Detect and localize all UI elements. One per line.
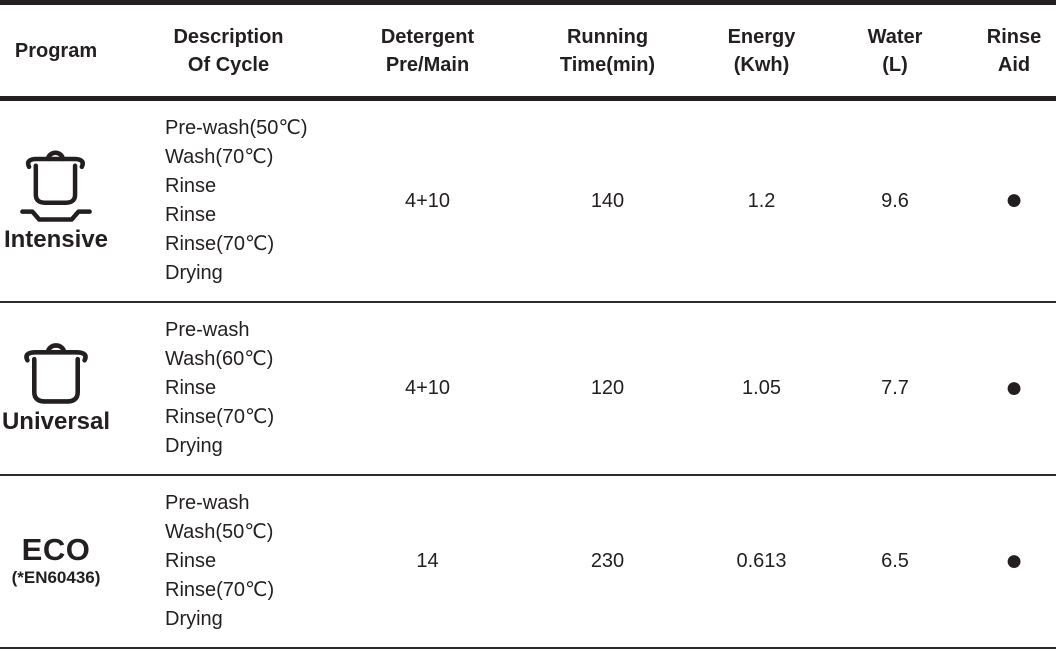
detergent-value: 4+10 — [404, 377, 451, 399]
running-time-value: 140 — [590, 189, 625, 212]
rinse-aid-dot: ● — [1004, 370, 1024, 404]
cycle-step: Rinse(70℃) — [165, 579, 275, 601]
rinse-aid-dot: ● — [1004, 543, 1024, 577]
cycle-step: Pre-wash — [165, 492, 250, 514]
header-line: Detergent — [380, 25, 475, 48]
program-cell: Universal — [0, 342, 112, 435]
program-standard-note: (*EN60436) — [11, 568, 101, 587]
energy-value: 1.2 — [747, 189, 776, 212]
header-line: Of Cycle — [187, 53, 270, 76]
rinse-aid-cell: ● — [972, 543, 1056, 577]
header-line: Energy — [727, 25, 796, 48]
detergent-value: 14 — [416, 550, 439, 572]
running-time-value: 230 — [590, 550, 625, 572]
cycle-step: Rinse — [165, 204, 217, 226]
header-line: (L) — [882, 53, 908, 76]
header-line: Water — [867, 25, 923, 48]
header-line: Description — [173, 25, 284, 48]
cycle-step: Wash(60℃) — [165, 348, 274, 370]
column-header-description: Description Of Cycle — [112, 23, 345, 79]
cycle-step: Rinse — [165, 377, 217, 399]
description-cell: Pre-wash Wash(50℃) Rinse Rinse(70℃) Dryi… — [112, 489, 345, 634]
cycle-step: Drying — [165, 435, 223, 457]
column-header-rinse-aid: Rinse Aid — [972, 23, 1056, 79]
column-header-water: Water (L) — [818, 23, 972, 79]
program-name: Intensive — [3, 225, 109, 253]
cycle-step: Rinse(70℃) — [165, 406, 275, 428]
table-row-universal: Universal Pre-wash Wash(60℃) Rinse Rinse… — [0, 303, 1056, 476]
table-row-eco: ECO (*EN60436) Pre-wash Wash(50℃) Rinse … — [0, 476, 1056, 649]
rinse-aid-cell: ● — [972, 183, 1056, 216]
cycle-step: Pre-wash — [165, 319, 250, 341]
column-header-detergent: Detergent Pre/Main — [345, 23, 510, 79]
description-cell: Pre-wash(50℃) Wash(70℃) Rinse Rinse Rins… — [112, 114, 345, 288]
table-row-intensive: Intensive Pre-wash(50℃) Wash(70℃) Rinse … — [0, 101, 1056, 303]
column-header-program: Program — [0, 37, 112, 65]
cycle-step: Drying — [165, 608, 223, 630]
rinse-aid-cell: ● — [972, 370, 1056, 404]
header-line: Program — [14, 39, 98, 62]
program-cell: ECO (*EN60436) — [0, 532, 112, 588]
cycle-step: Rinse — [165, 550, 217, 572]
pot-icon — [19, 342, 93, 406]
cycle-step: Rinse(70℃) — [165, 233, 275, 255]
cycle-step: Rinse — [165, 175, 217, 197]
water-value: 9.6 — [881, 189, 909, 212]
table-header-row: Program Description Of Cycle Detergent P… — [0, 5, 1056, 101]
pot-on-plate-icon — [17, 150, 95, 224]
header-line: Rinse — [986, 25, 1042, 48]
cycle-step: Wash(70℃) — [165, 146, 274, 168]
column-header-running-time: Running Time(min) — [510, 23, 705, 79]
column-header-energy: Energy (Kwh) — [705, 23, 818, 79]
cycle-step: Wash(50℃) — [165, 521, 274, 543]
cycle-step: Drying — [165, 262, 223, 284]
header-line: Pre/Main — [385, 53, 470, 76]
energy-value: 1.05 — [742, 377, 781, 399]
description-cell: Pre-wash Wash(60℃) Rinse Rinse(70℃) Dryi… — [112, 316, 345, 461]
energy-value: 0.613 — [736, 550, 787, 572]
program-name: ECO — [21, 532, 91, 567]
program-cell: Intensive — [0, 150, 112, 253]
cycle-step: Pre-wash(50℃) — [165, 117, 308, 139]
header-line: Aid — [997, 53, 1031, 76]
header-line: Running — [566, 25, 649, 48]
header-line: Time(min) — [559, 53, 656, 76]
rinse-aid-dot: ● — [1004, 183, 1024, 216]
water-value: 6.5 — [881, 550, 909, 572]
header-line: (Kwh) — [733, 53, 790, 76]
program-name: Universal — [1, 408, 111, 435]
running-time-value: 120 — [590, 377, 625, 399]
water-value: 7.7 — [881, 377, 909, 399]
detergent-value: 4+10 — [404, 189, 451, 212]
